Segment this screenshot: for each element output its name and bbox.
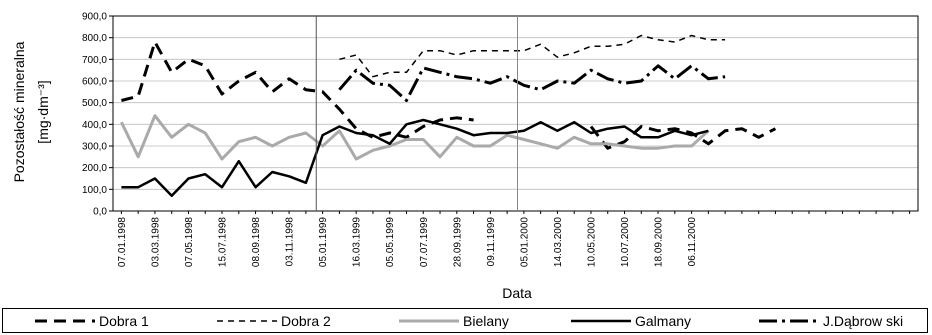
x-tick-label: 10.05.2000 [586,217,597,267]
legend-item-bielany: Bielany [397,312,509,330]
x-axis-ticks: 07.01.1998 03.03.1998 07.05.1998 15.07.1998… [117,211,911,267]
series-line-1 [339,34,726,78]
legend-swatch-galmany [571,319,631,323]
x-tick-label: 18.09.2000 [654,217,665,267]
y-tick-label: 700,0 [82,55,107,66]
y-tick-label: 300,0 [82,142,107,153]
legend-item-dobra1: Dobra 1 [33,312,149,330]
y-tick-label: 200,0 [82,163,107,174]
x-tick-label: 03.03.1998 [150,217,161,267]
legend-label-bielany: Bielany [463,313,509,329]
series-line-2 [120,114,710,161]
series-line-0 [121,40,777,150]
y-tick-label: 0,0 [93,207,107,218]
legend-swatch-dobra1 [35,319,95,323]
x-tick-label: 09.11.1999 [486,217,497,267]
y-tick-label: 100,0 [82,185,107,196]
y-tick-label: 500,0 [82,98,107,109]
x-tick-label: 07.05.1998 [184,217,195,267]
x-tick-label: 10.07.2000 [620,217,631,267]
series-lines [120,34,777,198]
x-tick-label: 07.01.1998 [117,217,128,267]
x-tick-label: 05.01.2000 [519,217,530,267]
y-tick-label: 800,0 [82,33,107,44]
legend-swatch-dobra2 [217,320,277,322]
legend-swatch-bielany [399,319,459,323]
grid-lines [113,37,918,190]
y-tick-label: 900,0 [82,12,107,23]
x-tick-label: 08.09.1998 [251,217,262,267]
y-axis-ticks: 0,0 100,0 200,0 300,0 400,0 500,0 600,0 700,0 80… [82,12,113,218]
x-axis-title: Data [502,285,532,301]
legend-item-jdabrowski: J.Dąbrow ski [757,312,903,330]
legend-label-dobra2: Dobra 2 [281,313,331,329]
legend-item-dobra2: Dobra 2 [215,312,331,330]
legend-item-galmany: Galmany [569,312,691,330]
y-tick-label: 400,0 [82,120,107,131]
x-tick-label: 05.05.1999 [385,217,396,267]
y-axis-title-line1: Pozostałość mineralna [11,41,27,182]
legend-swatch-jdabrowski [759,319,819,323]
x-tick-label: 07.07.1999 [419,217,430,267]
y-tick-label: 600,0 [82,77,107,88]
series-line-4 [338,64,726,102]
x-tick-label: 15.07.1998 [218,217,229,267]
legend-label-dobra1: Dobra 1 [99,313,149,329]
plot-frame [112,15,919,212]
x-tick-label: 03.11.1998 [285,217,296,267]
y-axis-title-line2: [mg·dm⁻³] [35,80,51,143]
series-line-3 [121,118,709,198]
x-tick-label: 28.09.1999 [452,217,463,267]
legend: Dobra 1 Dobra 2 Bielany Galmany J.Dąbrow… [2,308,928,333]
x-tick-label: 06.11.2000 [687,217,698,267]
x-tick-label: 16.03.1999 [352,217,363,267]
x-tick-label: 14.03.2000 [553,217,564,267]
legend-label-jdabrowski: J.Dąbrow ski [823,313,904,329]
legend-label-galmany: Galmany [635,313,692,329]
chart: 0,0 100,0 200,0 300,0 400,0 500,0 600,0 700,0 80… [11,12,919,301]
x-tick-label: 05.01.1999 [318,217,329,267]
